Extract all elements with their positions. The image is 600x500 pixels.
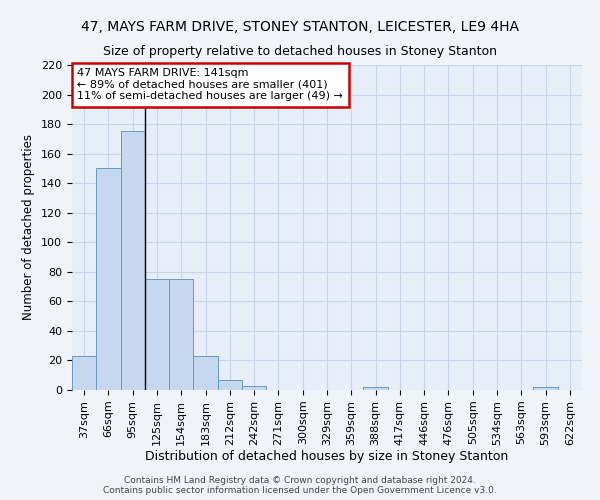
Bar (533, 387, 558, 390)
Bar (218, 380, 242, 390)
Y-axis label: Number of detached properties: Number of detached properties (22, 134, 35, 320)
Text: Contains HM Land Registry data © Crown copyright and database right 2024.
Contai: Contains HM Land Registry data © Crown c… (103, 476, 497, 495)
Bar (96, 168, 121, 390)
Bar (364, 387, 388, 390)
Bar (169, 279, 193, 390)
X-axis label: Distribution of detached houses by size in Stoney Stanton: Distribution of detached houses by size … (145, 450, 509, 464)
Bar (145, 279, 169, 390)
Bar (121, 132, 145, 390)
Text: Size of property relative to detached houses in Stoney Stanton: Size of property relative to detached ho… (103, 45, 497, 58)
Bar (242, 386, 266, 390)
Text: 47 MAYS FARM DRIVE: 141sqm
← 89% of detached houses are smaller (401)
11% of sem: 47 MAYS FARM DRIVE: 141sqm ← 89% of deta… (77, 68, 343, 102)
Text: 47, MAYS FARM DRIVE, STONEY STANTON, LEICESTER, LE9 4HA: 47, MAYS FARM DRIVE, STONEY STANTON, LEI… (81, 20, 519, 34)
Bar (193, 356, 218, 390)
Bar (72, 356, 96, 390)
